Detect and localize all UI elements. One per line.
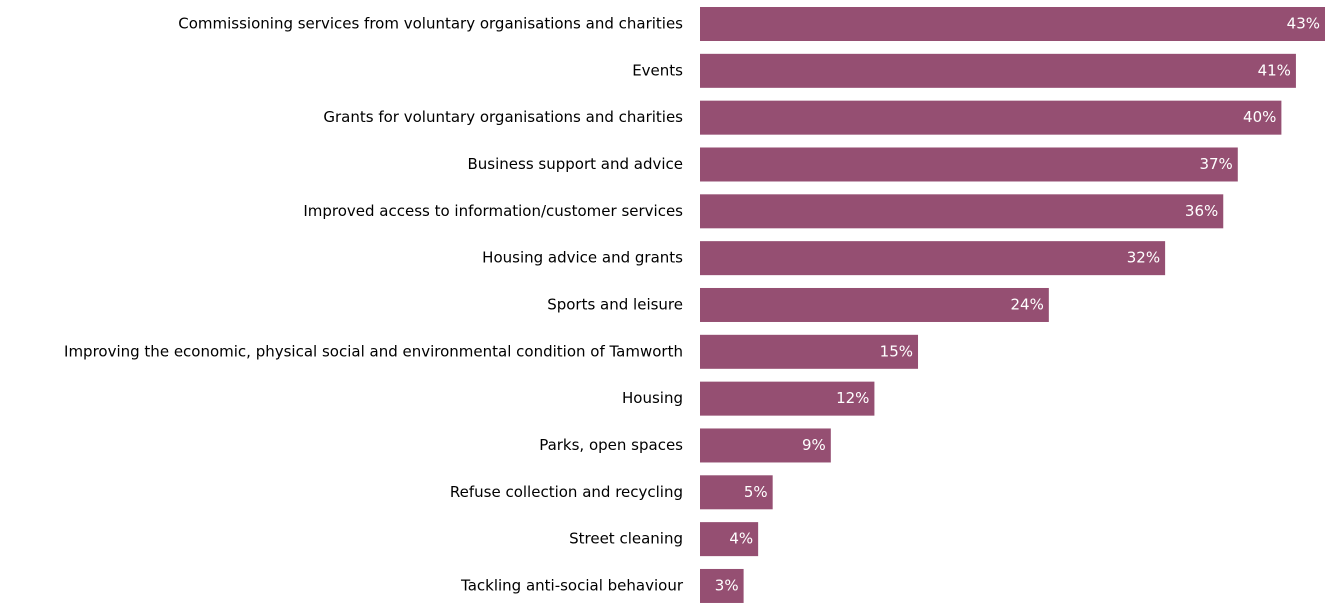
category-label: Grants for voluntary organisations and c…	[323, 108, 683, 126]
value-label: 43%	[1287, 15, 1320, 33]
bar	[700, 475, 773, 510]
category-label: Street cleaning	[569, 530, 683, 548]
bar	[700, 194, 1224, 229]
value-label: 9%	[802, 436, 826, 454]
category-label: Business support and advice	[468, 155, 684, 173]
category-label: Improving the economic, physical social …	[64, 342, 683, 360]
bar	[700, 522, 759, 557]
category-label: Parks, open spaces	[539, 436, 683, 454]
value-label: 41%	[1258, 61, 1291, 79]
value-label: 40%	[1243, 108, 1276, 126]
bar	[700, 147, 1238, 182]
category-label: Refuse collection and recycling	[450, 483, 683, 501]
value-label: 24%	[1010, 295, 1043, 313]
category-label: Commissioning services from voluntary or…	[178, 15, 683, 33]
category-label: Sports and leisure	[547, 295, 683, 313]
category-label: Housing	[622, 389, 683, 407]
bar	[700, 7, 1325, 41]
bar	[700, 241, 1166, 276]
category-label: Housing advice and grants	[482, 249, 683, 267]
value-label: 36%	[1185, 202, 1218, 220]
value-label: 5%	[744, 483, 768, 501]
category-label: Events	[632, 61, 683, 79]
value-label: 3%	[715, 576, 739, 594]
value-label: 4%	[729, 530, 753, 548]
bar	[700, 334, 919, 369]
bar	[700, 568, 744, 603]
bar	[700, 428, 831, 463]
bar	[700, 100, 1282, 135]
value-label: 15%	[880, 342, 913, 360]
bar	[700, 381, 875, 416]
bar	[700, 287, 1049, 322]
category-label: Tackling anti-social behaviour	[460, 576, 684, 594]
value-label: 32%	[1127, 249, 1160, 267]
value-label: 37%	[1199, 155, 1232, 173]
bar	[700, 53, 1296, 88]
value-label: 12%	[836, 389, 869, 407]
category-label: Improved access to information/customer …	[303, 202, 683, 220]
